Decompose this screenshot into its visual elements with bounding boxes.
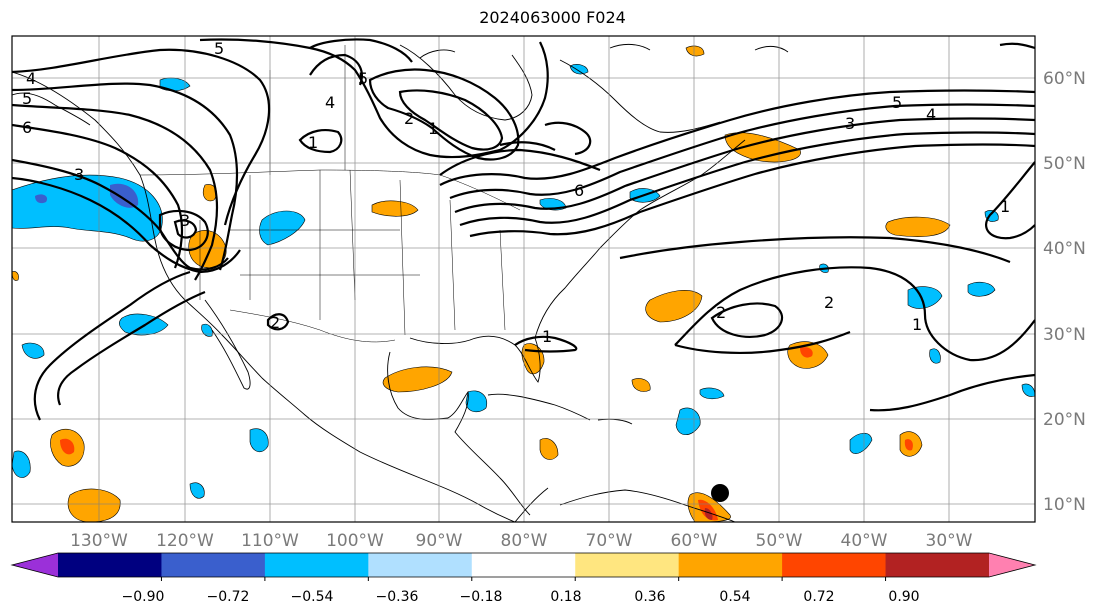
map-title: 2024063000 F024: [479, 8, 626, 27]
latitude-label: 40°N: [1043, 239, 1086, 259]
colorbar-tick-label: 0.90: [888, 589, 919, 605]
longitude-label: 60°W: [671, 531, 718, 551]
contour-label: 1: [308, 133, 318, 152]
contour-label: 6: [574, 181, 584, 200]
contour-label: 4: [325, 93, 335, 112]
contour-labels: 5 5 4 5 6 3 4 2 1 1 6 5 4 3 1 2 2 1 1 2 …: [22, 39, 1010, 346]
colorbar-segment: [885, 553, 990, 577]
latitude-label: 50°N: [1043, 154, 1086, 174]
colorbar-tick-label: 0.18: [550, 589, 581, 605]
contour-label: 2: [270, 313, 280, 332]
colorbar-extend-max: [989, 553, 1035, 577]
latitude-label: 20°N: [1043, 410, 1086, 430]
map-area: [12, 36, 1035, 522]
contour-label: 1: [542, 327, 552, 346]
contour-label: 4: [26, 69, 36, 88]
colorbar-tick-label: −0.90: [122, 589, 165, 605]
longitude-label: 30°W: [926, 531, 973, 551]
latitude-label: 30°N: [1043, 325, 1086, 345]
longitude-label: 100°W: [326, 531, 384, 551]
map-frame: [11, 35, 1036, 523]
contour-label: 1: [428, 119, 438, 138]
colorbar-tick-label: 0.36: [634, 589, 665, 605]
colorbar-segment: [471, 553, 576, 577]
colorbar-tick-label: 0.72: [803, 589, 834, 605]
contour-label: 1: [912, 315, 922, 334]
longitude-label: 80°W: [501, 531, 548, 551]
longitude-axis: 130°W 120°W 110°W 100°W 90°W 80°W 70°W 6…: [70, 531, 973, 551]
contour-label: 3: [74, 165, 84, 184]
contour-label: 2: [824, 293, 834, 312]
latitude-axis: 60°N 50°N 40°N 30°N 20°N 10°N: [1043, 69, 1086, 515]
longitude-label: 130°W: [70, 531, 128, 551]
colorbar-tick-label: −0.54: [291, 589, 334, 605]
contour-label: 1: [1000, 197, 1010, 216]
longitude-label: 90°W: [416, 531, 463, 551]
colorbar-segment: [264, 553, 369, 577]
contour-lines: [12, 38, 1035, 421]
colorbar-outline: [10, 552, 1037, 578]
latitude-label: 60°N: [1043, 69, 1086, 89]
colorbar-segment: [575, 553, 680, 577]
longitude-label: 40°W: [841, 531, 888, 551]
colorbar-tick-label: −0.72: [207, 589, 250, 605]
contour-label: 5: [892, 93, 902, 112]
contour-label: 4: [926, 105, 936, 124]
colorbar-segment: [678, 553, 783, 577]
contour-label: 3: [845, 114, 855, 133]
colorbar-tick-label: 0.54: [719, 589, 750, 605]
latitude-label: 10°N: [1043, 495, 1086, 515]
contour-label: 5: [22, 89, 32, 108]
contour-label: 2: [716, 303, 726, 322]
colorbar-segment: [368, 553, 473, 577]
contour-label: 5: [358, 69, 368, 88]
contour-label: 3: [180, 211, 190, 230]
longitude-label: 70°W: [586, 531, 633, 551]
colorbar-tick-label: −0.18: [460, 589, 503, 605]
longitude-label: 110°W: [241, 531, 299, 551]
contour-label: 2: [404, 109, 414, 128]
colorbar-tick-labels: −0.90 −0.72 −0.54 −0.36 −0.18 0.18 0.36 …: [122, 589, 920, 605]
colorbar-tick-label: −0.36: [376, 589, 419, 605]
colorbar: [10, 552, 1037, 581]
longitude-label: 120°W: [156, 531, 214, 551]
colorbar-segment: [58, 553, 162, 577]
storm-marker: [711, 484, 729, 502]
contour-label: 6: [22, 118, 32, 137]
colorbar-extend-min: [12, 553, 58, 577]
colorbar-segment: [161, 553, 266, 577]
contour-label: 5: [214, 39, 224, 58]
colorbar-segment: [782, 553, 887, 577]
graticule: [12, 36, 1035, 522]
longitude-label: 50°W: [756, 531, 803, 551]
